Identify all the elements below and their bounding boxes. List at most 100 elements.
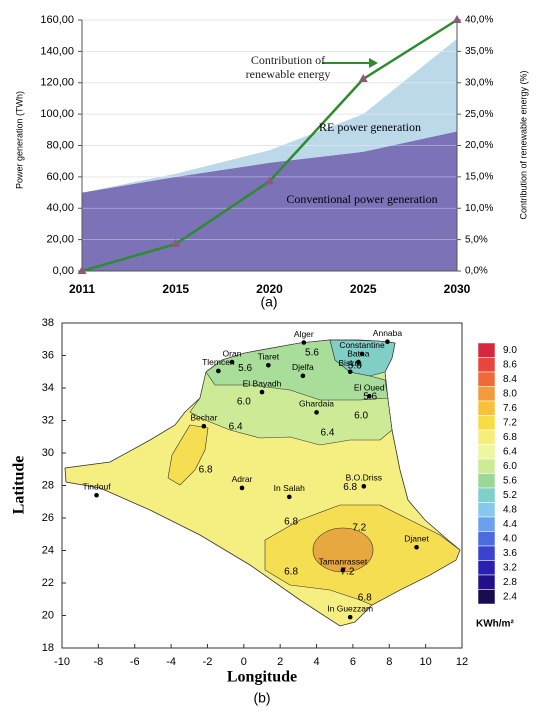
x-tick-label: 2 [277, 656, 283, 668]
city-label: El Bayadh [243, 378, 282, 388]
x-tick-label: 2020 [256, 282, 283, 296]
x-tick-label: 0 [241, 656, 247, 668]
colorbar-label: 9.0 [503, 345, 517, 356]
y-tick-label: 120,00 [40, 77, 74, 89]
colorbar-label: 3.2 [503, 562, 517, 573]
city-marker [229, 359, 235, 365]
x-tick-label: 12 [456, 656, 468, 668]
city-label: Oran [223, 348, 242, 358]
y-tick-label: 34 [42, 382, 54, 394]
city-marker [216, 368, 221, 374]
y2-tick-label: 40,0% [465, 15, 493, 26]
y-tick-label: 140,00 [40, 45, 74, 57]
colorbar-label: 2.4 [503, 591, 517, 602]
y-tick-label: 24 [42, 544, 54, 556]
northeast-zone [329, 339, 396, 377]
y2-tick-label: 35,0% [465, 46, 493, 57]
y-tick-label: 30 [42, 447, 54, 459]
y-axis-title: Latitude [11, 456, 28, 515]
colorbar-swatch [477, 444, 496, 460]
y-tick-label: 20,00 [46, 234, 74, 246]
colorbar-swatch [477, 386, 496, 402]
contour-label: 6.8 [358, 592, 372, 603]
city-label: Batna [347, 348, 369, 358]
city-label: Tiaret [258, 352, 280, 362]
colorbar-swatch [477, 574, 496, 590]
city-label: In Guezzam [327, 603, 373, 613]
area [82, 131, 457, 271]
marker [171, 239, 181, 248]
colorbar-swatch [477, 589, 496, 605]
contour-label: 7.2 [341, 566, 355, 577]
x-tick-label: 2025 [350, 282, 377, 296]
colorbar-label: 7.2 [503, 417, 517, 428]
x-tick-label: 6 [350, 656, 356, 668]
colorbar-label: 4.4 [503, 519, 517, 530]
city-marker [356, 359, 361, 365]
city-label: Djanet [404, 534, 429, 544]
city-marker [94, 492, 99, 498]
contour-label: 6.4 [229, 422, 243, 433]
x-tick-label: 10 [420, 656, 432, 668]
y2-axis-title: Contribution of renewable energy (%) [518, 70, 528, 219]
area [82, 38, 457, 193]
x-tick-label: 2030 [444, 282, 471, 296]
contour-label: 6.8 [284, 566, 298, 577]
coast-zone [205, 339, 389, 401]
colorbar-swatch [477, 400, 496, 416]
y2-tick-label: 30,0% [465, 77, 493, 88]
city-marker [286, 494, 292, 500]
x-tick-label: -2 [203, 656, 213, 668]
x-tick-label: -4 [166, 656, 176, 668]
marker [452, 15, 462, 23]
map-regions [64, 339, 461, 627]
city-label: El Oued [354, 382, 385, 392]
bechar-zone [167, 424, 209, 486]
colorbar-swatch [477, 487, 496, 503]
y-tick-label: 22 [42, 577, 54, 589]
colorbar-label: 6.4 [503, 446, 517, 457]
contour-label: 6.0 [237, 396, 251, 407]
contour-label: 6.0 [354, 410, 368, 421]
colorbar-label: 2.8 [503, 577, 517, 588]
colorbar-swatch [477, 342, 496, 358]
y-tick-label: 80,00 [46, 139, 74, 151]
y2-tick-label: 25,0% [465, 109, 493, 120]
colorbar-label: 8.0 [503, 388, 517, 399]
contour-label: 5.6 [238, 363, 252, 374]
contour-label: 5.6 [305, 348, 319, 359]
colorbar-swatch [477, 415, 496, 431]
x-tick-label: 4 [313, 656, 319, 668]
city-label: Biskra [338, 358, 362, 368]
colorbar-swatch [477, 502, 496, 518]
annotation-arrowhead [369, 58, 378, 68]
y-tick-label: 100,00 [40, 108, 74, 120]
y-tick-label: 20 [42, 609, 54, 621]
colorbar-swatch [477, 531, 496, 547]
x-tick-label: -8 [93, 656, 103, 668]
city-marker [347, 369, 353, 375]
colorbar-label: 5.2 [503, 490, 517, 501]
y2-tick-label: 15,0% [465, 172, 493, 183]
y-tick-label: 160,00 [40, 14, 74, 26]
city-marker [259, 389, 265, 395]
colorbar-label: 6.0 [503, 461, 517, 472]
colorbar-unit: KWh/m² [476, 619, 514, 630]
colorbar-swatch [477, 458, 496, 474]
city-label: Bechar [190, 412, 217, 422]
y-tick-label: 38 [42, 317, 54, 329]
contour-label: 5.6 [348, 361, 362, 372]
area-label: Conventional power generation [286, 192, 437, 206]
y-tick-label: 18 [42, 642, 54, 654]
city-marker [314, 410, 319, 415]
city-marker [385, 339, 390, 344]
x-tick-label: -6 [130, 656, 140, 668]
y-tick-label: 28 [42, 479, 54, 491]
city-marker [347, 614, 353, 620]
y2-tick-label: 20,0% [465, 140, 493, 151]
x-tick-label: -10 [54, 656, 70, 668]
colorbar-label: 6.8 [503, 432, 517, 443]
y-axis-title: Power generation (TWh) [14, 91, 24, 189]
